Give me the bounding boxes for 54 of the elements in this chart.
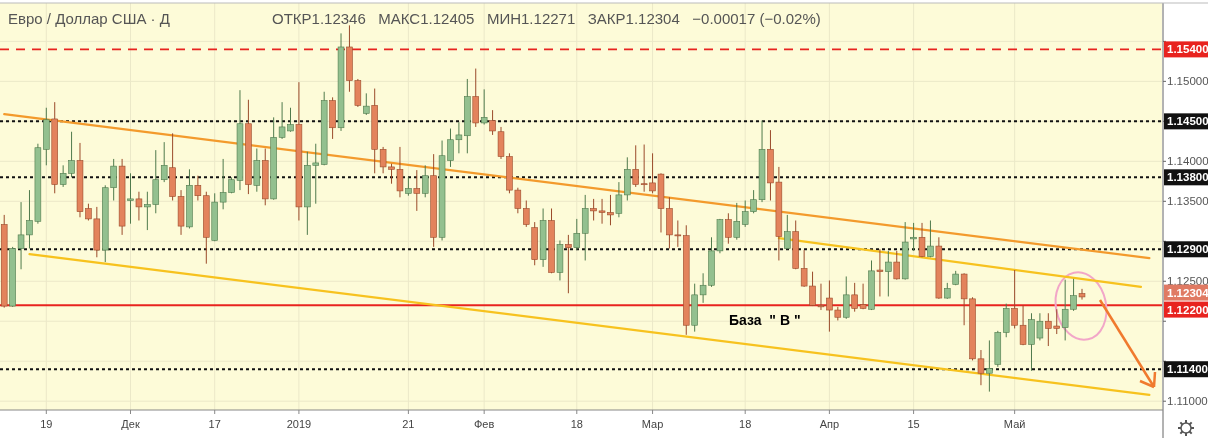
annotation: База " В ": [729, 311, 801, 328]
candlestick: [480, 88, 488, 126]
x-tick-label: Мар: [641, 418, 664, 430]
x-tick-label: 21: [402, 418, 415, 430]
candlestick: [194, 175, 202, 201]
candlestick: [135, 191, 143, 221]
x-tick-label: 17: [208, 418, 221, 430]
candlestick: [160, 141, 168, 183]
text: Евро / Доллар США · Д: [8, 10, 170, 27]
candlestick: [615, 181, 623, 218]
y-tick-label: 1.12500: [1167, 275, 1208, 288]
x-tick-label: 18: [739, 418, 752, 430]
x-tick-label: Дек: [121, 418, 140, 430]
x-tick-label: 19: [40, 418, 53, 430]
candlestick: [573, 218, 581, 251]
y-tick-label: 1.11000: [1167, 395, 1208, 408]
candlestick: [893, 250, 901, 281]
y-tick-label: 1.13500: [1167, 195, 1208, 208]
ref-line-label: 1.12900: [1167, 243, 1208, 256]
candlestick: [876, 248, 884, 297]
candlestick: [910, 222, 917, 252]
text: 1.12304: [1167, 286, 1208, 299]
candlestick: [1078, 288, 1086, 301]
candlestick: [733, 202, 741, 241]
text: ОТКР1.12346 МАКС1.12405 МИН1.12271 ЗАКР1.12304 −0.00017 (−0.02%): [272, 10, 821, 27]
candlestick: [413, 169, 421, 212]
x-tick-label: 2019: [286, 418, 312, 430]
candlestick: [927, 219, 934, 258]
candlestick: [632, 144, 639, 188]
candlestick: [565, 234, 572, 294]
candlestick: [523, 200, 530, 228]
ref-line-label: 1.12200: [1167, 303, 1208, 316]
ref-line-label: 1.13800: [1167, 171, 1208, 184]
y-tick-label: 1.15000: [1167, 75, 1208, 88]
x-tick-label: 15: [907, 418, 920, 430]
x-tick-label: Апр: [819, 418, 840, 430]
candlestick: [405, 176, 412, 197]
candlestick: [885, 250, 892, 297]
candlestick: [842, 275, 850, 320]
candlestick: [421, 164, 429, 198]
x-tick-label: 18: [570, 418, 583, 430]
candlestick: [1002, 303, 1010, 338]
candlestick: [127, 172, 134, 225]
y-tick-label: 1.14000: [1167, 155, 1208, 168]
ref-line-label: 1.14500: [1167, 115, 1208, 128]
candlestick: [918, 222, 926, 258]
ref-line-label: 1.11400: [1167, 363, 1208, 376]
candlestick: [363, 92, 370, 116]
x-tick-label: Фев: [474, 418, 495, 430]
x-tick-label: Май: [1003, 418, 1026, 430]
candlestick: [725, 212, 732, 245]
candlestick: [784, 214, 791, 250]
candlestick: [986, 339, 993, 393]
ref-line-label: 1.15400: [1167, 43, 1208, 56]
